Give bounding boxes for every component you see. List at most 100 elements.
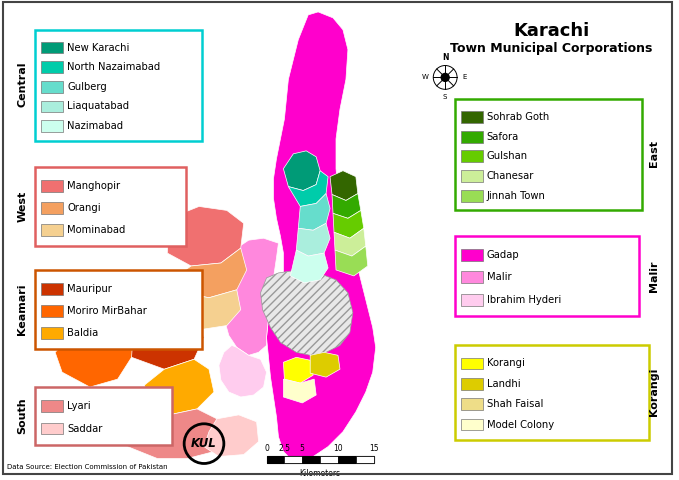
Text: Nazimabad: Nazimabad: [67, 121, 123, 131]
Text: Sohrab Goth: Sohrab Goth: [487, 112, 549, 122]
Bar: [41, 422, 63, 434]
Text: Jinnah Town: Jinnah Town: [487, 191, 546, 201]
Bar: [455, 346, 648, 440]
Text: 2.5: 2.5: [278, 444, 291, 453]
Bar: [461, 358, 483, 370]
Bar: [461, 111, 483, 123]
Text: Keamari: Keamari: [18, 284, 27, 336]
Polygon shape: [55, 312, 134, 387]
Bar: [285, 456, 302, 464]
Bar: [41, 81, 63, 93]
Polygon shape: [167, 206, 244, 266]
Text: Shah Faisal: Shah Faisal: [487, 399, 543, 409]
Text: Ibrahim Hyderi: Ibrahim Hyderi: [487, 295, 561, 305]
Text: Safora: Safora: [487, 132, 519, 142]
Text: Orangi: Orangi: [67, 203, 100, 213]
Text: Malir: Malir: [487, 272, 511, 282]
Text: North Nazaimabad: North Nazaimabad: [67, 62, 160, 72]
Bar: [461, 249, 483, 261]
Bar: [320, 456, 338, 464]
Bar: [461, 150, 483, 162]
Polygon shape: [145, 359, 214, 415]
Text: Karachi: Karachi: [513, 22, 589, 40]
Text: East: East: [648, 140, 659, 168]
Bar: [302, 456, 320, 464]
Polygon shape: [332, 193, 361, 218]
Polygon shape: [175, 248, 246, 298]
Bar: [461, 378, 483, 390]
Polygon shape: [333, 210, 364, 238]
Polygon shape: [221, 238, 278, 355]
Polygon shape: [283, 379, 316, 403]
Text: N: N: [442, 52, 448, 61]
Bar: [338, 456, 356, 464]
Bar: [41, 42, 63, 53]
Text: Moriro MirBahar: Moriro MirBahar: [67, 306, 147, 316]
Polygon shape: [204, 415, 259, 456]
Bar: [41, 202, 63, 214]
Bar: [35, 387, 172, 444]
Polygon shape: [267, 12, 375, 461]
Text: Korangi: Korangi: [487, 359, 525, 369]
Polygon shape: [310, 352, 340, 377]
Polygon shape: [334, 228, 366, 256]
Text: 15: 15: [369, 444, 378, 453]
Text: Saddar: Saddar: [67, 423, 103, 433]
Text: Malir: Malir: [648, 260, 659, 292]
Text: Gulshan: Gulshan: [487, 151, 528, 161]
Text: South: South: [18, 397, 27, 434]
Circle shape: [441, 73, 449, 82]
Polygon shape: [219, 346, 267, 397]
Bar: [35, 30, 202, 141]
Text: Lyari: Lyari: [67, 401, 91, 411]
Text: Town Municipal Corporations: Town Municipal Corporations: [450, 42, 653, 55]
Text: Central: Central: [18, 61, 27, 107]
Bar: [41, 305, 63, 317]
Text: New Karachi: New Karachi: [67, 43, 130, 52]
Text: Model Colony: Model Colony: [487, 420, 554, 430]
Bar: [461, 398, 483, 410]
Text: Mominabad: Mominabad: [67, 225, 126, 235]
Text: West: West: [18, 191, 27, 222]
Bar: [41, 283, 63, 295]
Text: S: S: [443, 94, 447, 100]
Text: Kilometers: Kilometers: [299, 469, 341, 479]
Bar: [461, 272, 483, 283]
Bar: [461, 131, 483, 143]
Bar: [461, 294, 483, 305]
Polygon shape: [291, 250, 328, 283]
Bar: [267, 456, 285, 464]
Text: Korangi: Korangi: [648, 368, 659, 416]
Text: Liaquatabad: Liaquatabad: [67, 101, 129, 111]
Bar: [41, 400, 63, 412]
Polygon shape: [117, 306, 204, 369]
Bar: [356, 456, 373, 464]
Bar: [461, 170, 483, 182]
Bar: [455, 99, 642, 210]
Polygon shape: [335, 246, 368, 276]
Text: Gadap: Gadap: [487, 250, 519, 260]
Polygon shape: [283, 357, 313, 383]
Text: E: E: [462, 74, 466, 81]
Bar: [41, 61, 63, 73]
Bar: [41, 120, 63, 132]
Text: 0: 0: [264, 444, 269, 453]
Text: 5: 5: [300, 444, 305, 453]
Text: Manghopir: Manghopir: [67, 181, 120, 191]
Text: W: W: [422, 74, 428, 81]
Bar: [455, 236, 639, 316]
Bar: [35, 270, 202, 349]
Polygon shape: [330, 171, 358, 201]
Text: Gulberg: Gulberg: [67, 82, 107, 92]
Polygon shape: [289, 171, 328, 206]
Bar: [461, 190, 483, 202]
Bar: [41, 224, 63, 236]
Text: Chanesar: Chanesar: [487, 171, 534, 181]
Polygon shape: [108, 402, 227, 458]
Bar: [461, 419, 483, 431]
Text: 10: 10: [333, 444, 343, 453]
Text: Baldia: Baldia: [67, 328, 98, 338]
Text: KUL: KUL: [191, 437, 217, 450]
Text: Data Source: Election Commission of Pakistan: Data Source: Election Commission of Paki…: [7, 465, 167, 470]
Polygon shape: [171, 290, 241, 329]
